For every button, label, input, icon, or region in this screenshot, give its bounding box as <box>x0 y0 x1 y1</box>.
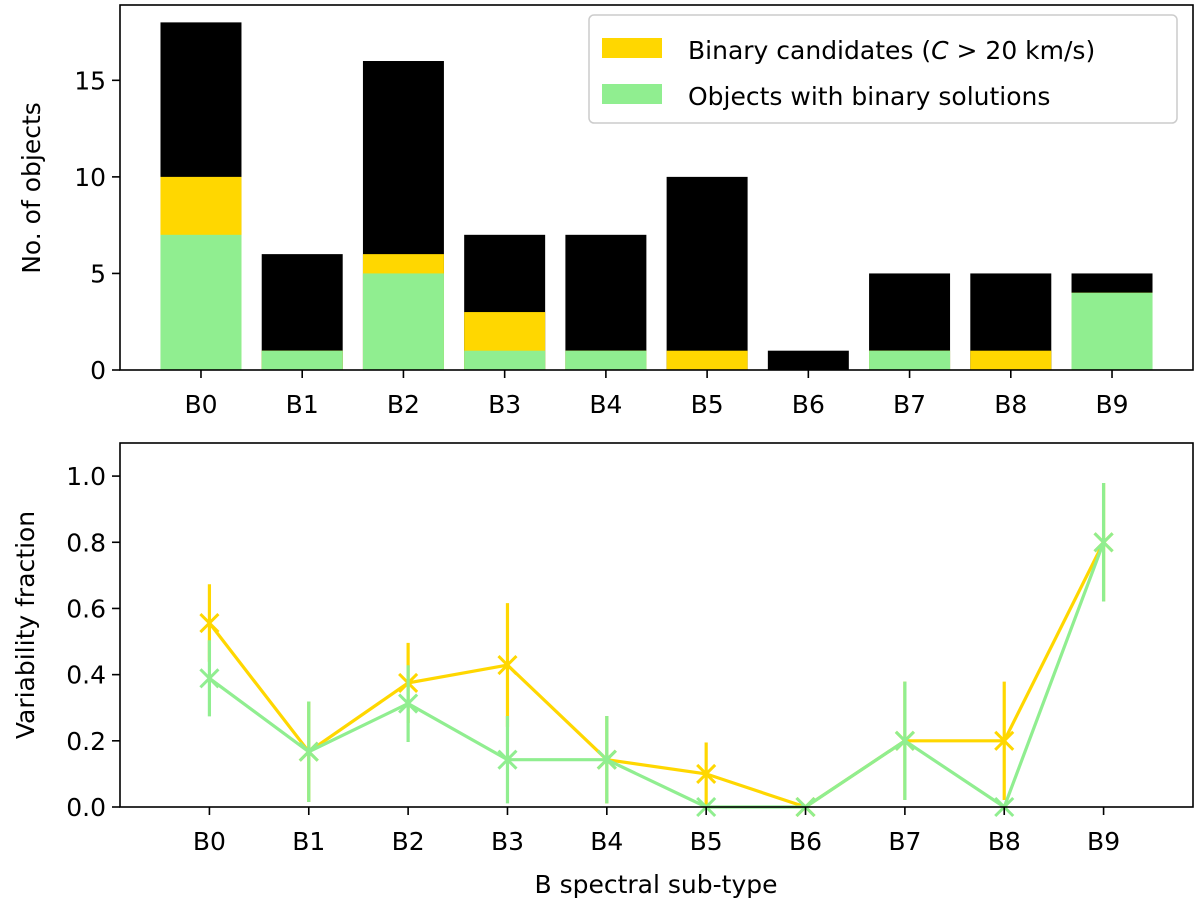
marker-sol-b2 <box>398 693 419 714</box>
legend-label-binary-solutions: Objects with binary solutions <box>688 82 1050 111</box>
bar-total-b4 <box>565 234 647 370</box>
legend-box <box>588 14 1178 124</box>
bar-sol-b9 <box>1071 292 1153 370</box>
top-x-tick-label-b4: B4 <box>589 390 622 419</box>
bottom-panel-line-chart: 0.00.20.40.60.81.0 B0 B1 B2 B3 B4 B5 B6 B7 B8 B9 … <box>11 442 1194 899</box>
top-x-tick-label-b7: B7 <box>893 390 926 419</box>
marker-cand-b3 <box>497 654 518 676</box>
bottom-x-tick-label-b3: B3 <box>491 827 524 856</box>
top-y-tick-label: 10 <box>74 163 106 192</box>
series-sol <box>199 483 1114 818</box>
bottom-x-tick-label-b6: B6 <box>789 827 822 856</box>
bar-sol-b2 <box>362 273 444 370</box>
bottom-y-axis-label: Variability fraction <box>11 511 40 739</box>
marker-cand-b0 <box>199 612 220 634</box>
bottom-y-tick-label: 0.6 <box>66 594 106 623</box>
bottom-y-ticks: 0.0 0.2 0.4 0.6 0.8 1.0 <box>66 462 120 822</box>
top-y-ticks: 0 5 10 15 <box>74 66 120 385</box>
legend-swatch-binary-candidates <box>602 38 662 58</box>
marker-sol-b1 <box>298 741 319 762</box>
marker-sol-b0 <box>199 668 220 689</box>
top-y-tick-label: 15 <box>74 66 106 95</box>
bottom-y-tick-label: 0.8 <box>66 528 106 557</box>
bottom-plot-area <box>120 443 1193 807</box>
bottom-x-tick-label-b2: B2 <box>392 827 425 856</box>
bottom-x-tick-label-b5: B5 <box>690 827 723 856</box>
bottom-x-tick-label-b4: B4 <box>590 827 623 856</box>
line-cand <box>208 541 1106 809</box>
bottom-x-tick-label-b1: B1 <box>292 827 325 856</box>
marker-sol-b9 <box>1093 532 1114 553</box>
top-x-ticks: B0 B1 B2 B3 B4 B5 B6 B7 B8 B9 <box>184 370 1129 419</box>
bar-sol-b1 <box>261 350 343 370</box>
bottom-axes-frame <box>119 442 1194 808</box>
legend-swatch-binary-solutions <box>602 84 662 104</box>
marker-sol-b3 <box>497 749 518 770</box>
bar-cand-b8 <box>970 350 1052 370</box>
bottom-x-ticks: B0 B1 B2 B3 B4 B5 B6 B7 B8 B9 <box>193 807 1120 856</box>
top-y-tick-label: 5 <box>90 259 106 288</box>
top-x-tick-label-b0: B0 <box>184 390 217 419</box>
bottom-x-tick-label-b9: B9 <box>1087 827 1120 856</box>
top-x-tick-label-b2: B2 <box>387 390 420 419</box>
top-panel-bar-chart: 0 5 10 15 B0 B1 B2 B3 B4 B5 B6 B7 B8 B9 No. of objec… <box>17 4 1194 419</box>
top-x-tick-label-b9: B9 <box>1095 390 1128 419</box>
bottom-y-tick-label: 1.0 <box>66 462 106 491</box>
marker-cand-b5 <box>696 763 717 784</box>
top-axes-frame <box>119 4 1194 371</box>
bar-sol-b3 <box>464 350 546 370</box>
top-y-tick-label: 0 <box>90 356 106 385</box>
legend-label-binary-candidates: Binary candidates (C > 20 km/s) <box>688 36 1095 65</box>
bottom-x-tick-label-b0: B0 <box>193 827 226 856</box>
bottom-y-tick-label: 0.4 <box>66 661 106 690</box>
top-x-tick-label-b1: B1 <box>286 390 319 419</box>
legend: Binary candidates (C > 20 km/s) Objects … <box>588 14 1178 124</box>
bar-sol-b4 <box>565 350 647 370</box>
bottom-x-tick-label-b7: B7 <box>888 827 921 856</box>
line-sol <box>208 541 1106 810</box>
top-y-axis-label: No. of objects <box>17 102 46 274</box>
marker-sol-b4 <box>596 749 617 770</box>
marker-cand-b8 <box>994 730 1015 751</box>
marker-sol-b7 <box>894 730 915 751</box>
bottom-x-axis-label: B spectral sub-type <box>534 870 777 899</box>
top-bars <box>160 22 1153 371</box>
bar-sol-b0 <box>160 234 242 370</box>
bar-total-b6 <box>767 350 849 370</box>
top-x-tick-label-b3: B3 <box>488 390 521 419</box>
top-x-tick-label-b5: B5 <box>691 390 724 419</box>
top-x-tick-label-b6: B6 <box>792 390 825 419</box>
bottom-series <box>199 483 1114 818</box>
top-x-tick-label-b8: B8 <box>994 390 1027 419</box>
bottom-y-tick-label: 0.0 <box>66 793 106 822</box>
bottom-y-tick-label: 0.2 <box>66 727 106 756</box>
bar-sol-b7 <box>869 350 951 370</box>
bar-total-b5 <box>666 176 748 370</box>
bottom-x-tick-label-b8: B8 <box>988 827 1021 856</box>
bar-cand-b5 <box>666 350 748 370</box>
